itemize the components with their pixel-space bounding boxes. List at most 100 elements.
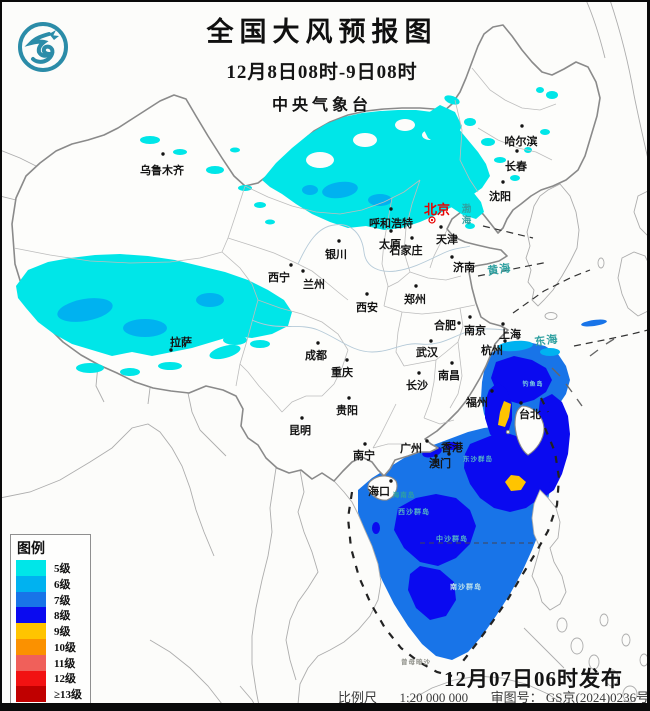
- wind-area-8: [372, 522, 380, 534]
- frame-edge: [0, 0, 2, 711]
- approval-label: 审图号：: [490, 690, 543, 705]
- wind-speck: [540, 129, 550, 135]
- wind-speck: [140, 136, 160, 144]
- wind-speck: [265, 219, 275, 225]
- city-dot: [515, 149, 519, 153]
- wind-area-north-china: [444, 186, 484, 219]
- city-dot: [301, 269, 305, 273]
- scale-row: 比例尺 1:20 000 000 审图号： GS京(2024)0236号: [338, 687, 649, 706]
- city-dot: [363, 442, 367, 446]
- frame-edge: [647, 0, 650, 711]
- province-borders: [13, 67, 557, 449]
- ph-island: [622, 685, 638, 703]
- city-dot: [457, 321, 461, 325]
- capital-marker-icon: [428, 216, 436, 224]
- city-dot: [161, 152, 165, 156]
- city-label: 香港: [440, 440, 464, 454]
- legend-row: 6级: [16, 575, 90, 592]
- borneo-coast: [399, 675, 573, 711]
- maritime-dashes: [346, 225, 649, 678]
- ph-island: [599, 613, 609, 627]
- yellow-sea-dash: [482, 225, 534, 239]
- city-dot: [389, 229, 393, 233]
- wind-area-tibet: [16, 254, 292, 356]
- city-label: 沈阳: [489, 189, 511, 203]
- legend-label: 12级: [54, 673, 76, 686]
- south-asia-coast: [0, 423, 215, 557]
- capital-label: 北京: [424, 202, 450, 217]
- legend-swatch: [16, 623, 46, 639]
- city-dot: [450, 361, 454, 365]
- frame-edge: [0, 0, 650, 2]
- city-dot: [503, 339, 507, 343]
- scale-label: 比例尺: [338, 690, 378, 705]
- legend-label: ≥13级: [54, 689, 83, 702]
- legend-label: 6级: [54, 578, 71, 591]
- city-dot: [468, 315, 472, 319]
- sumatra-coast: [149, 639, 259, 711]
- wind-speck: [238, 185, 252, 191]
- korea-peninsula: [525, 183, 580, 307]
- city-dot: [439, 225, 443, 229]
- sea-label: 钓鱼岛: [522, 380, 543, 388]
- wind-speck: [223, 335, 247, 345]
- taiwan-island: [514, 405, 545, 456]
- legend-swatch: [16, 654, 46, 671]
- city-label: 广州: [400, 441, 422, 455]
- ph-island: [588, 654, 600, 670]
- frame-edge: [0, 703, 650, 711]
- valid-period: 12月8日08时-9日08时: [226, 62, 418, 83]
- city-label: 南昌: [438, 368, 460, 382]
- wind-area-8-lower: [408, 566, 456, 620]
- wind-area-6: [540, 348, 560, 356]
- legend-label: 9级: [54, 626, 71, 639]
- indochina-inner: [285, 469, 319, 681]
- band-gap: [306, 152, 334, 168]
- east-sea-dash: [573, 329, 649, 347]
- city-label: 合肥: [434, 318, 456, 332]
- sea-label: 东海: [534, 331, 560, 348]
- sea-label: 黄海: [486, 260, 512, 278]
- legend-row: ≥13级: [16, 686, 90, 703]
- luzon-island: [531, 489, 567, 611]
- ph-island: [621, 633, 631, 647]
- city-dot: [434, 454, 438, 458]
- city-label: 南宁: [353, 448, 375, 462]
- wind-area-8-central: [394, 494, 476, 566]
- city-label: 哈尔滨: [505, 134, 538, 148]
- wind-speck: [254, 202, 266, 208]
- city-label: 西宁: [268, 270, 290, 284]
- wind-speck: [546, 91, 558, 99]
- palawan-island: [523, 627, 565, 669]
- city-label: 昆明: [289, 424, 311, 437]
- legend-label: 11级: [54, 657, 76, 670]
- legend-items: 5级 6级 7级 8级 9级 10级 11级 12级 ≥13级: [16, 560, 90, 703]
- sea-label: 海南岛: [393, 490, 416, 499]
- legend-swatch: [16, 670, 46, 687]
- city-label: 台北: [519, 407, 541, 421]
- penghu-islet: [505, 429, 511, 435]
- city-label: 银川: [325, 247, 347, 261]
- city-label: 长春: [505, 159, 528, 173]
- ph-island: [605, 669, 619, 687]
- wind-speck: [494, 157, 506, 163]
- legend-box: 图例 5级 6级 7级 8级 9级 10级 11级 12级 ≥13级: [10, 534, 91, 704]
- city-dot: [425, 439, 429, 443]
- legend-label: 10级: [54, 641, 76, 654]
- city-label: 长沙: [406, 378, 428, 392]
- city-dot: [410, 236, 414, 240]
- wind-area-6: [123, 319, 167, 337]
- city-dot: [345, 358, 349, 362]
- sea-label: 曾母暗沙: [401, 657, 431, 666]
- city-label: 乌鲁木齐: [140, 163, 185, 177]
- city-label: 石家庄: [389, 243, 423, 257]
- rivers: [251, 224, 506, 353]
- city-dot: [365, 292, 369, 296]
- band-gap: [353, 133, 377, 147]
- wind-area-9-taiwan-strait: [498, 401, 511, 427]
- city-dot: [417, 371, 421, 375]
